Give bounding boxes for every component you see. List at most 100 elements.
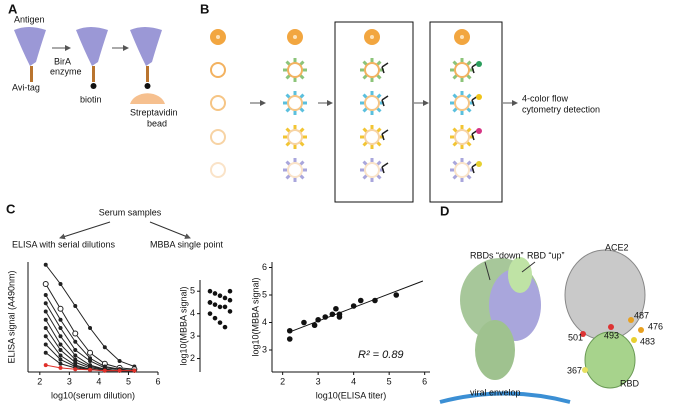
label: ACE2 bbox=[605, 242, 629, 252]
label: BirA bbox=[54, 56, 71, 66]
point bbox=[132, 368, 137, 373]
x-axis-label: log10(serum dilution) bbox=[51, 390, 135, 400]
panel-label: C bbox=[6, 201, 16, 216]
point bbox=[58, 348, 63, 352]
label: Antigen bbox=[14, 14, 45, 24]
residue: 367 bbox=[567, 365, 582, 375]
x-tick-label: 2 bbox=[37, 376, 42, 386]
label: ELISA with serial dilutions bbox=[12, 239, 116, 249]
panel-label: A bbox=[8, 1, 18, 16]
fluor bbox=[476, 94, 482, 100]
point bbox=[58, 326, 63, 330]
point bbox=[102, 345, 107, 350]
point bbox=[357, 297, 364, 304]
point bbox=[43, 262, 48, 267]
pointer bbox=[484, 261, 491, 281]
bead bbox=[287, 62, 303, 78]
label: bead bbox=[147, 118, 167, 128]
label: viral envelop bbox=[470, 387, 521, 397]
point bbox=[58, 357, 63, 362]
point bbox=[57, 305, 64, 312]
point bbox=[58, 317, 63, 322]
point bbox=[58, 353, 63, 358]
antibody bbox=[381, 129, 389, 141]
y-axis-label: ELISA signal (A490nm) bbox=[6, 270, 16, 363]
charts: 2 3 4 5 6 log10(serum dilution) ELISA signal (… bbox=[6, 262, 430, 400]
antibody bbox=[381, 62, 389, 74]
y-tick-label: 5 bbox=[190, 286, 195, 296]
point bbox=[73, 339, 78, 344]
label: RBD “up” bbox=[527, 250, 565, 260]
point bbox=[58, 365, 63, 370]
point bbox=[88, 367, 93, 372]
bead bbox=[210, 62, 226, 78]
bead bbox=[364, 95, 380, 111]
point bbox=[43, 350, 48, 355]
point bbox=[217, 304, 223, 310]
point bbox=[336, 314, 343, 320]
label: cytometry detection bbox=[522, 104, 600, 114]
point bbox=[43, 342, 48, 347]
x-axis-label: log10(ELISA titer) bbox=[316, 390, 387, 400]
bead bbox=[364, 129, 380, 145]
point bbox=[87, 349, 94, 356]
point bbox=[207, 311, 213, 316]
y-axis-label: log10(MBBA signal) bbox=[250, 277, 260, 356]
point bbox=[227, 288, 233, 294]
bead bbox=[287, 129, 303, 145]
panel-label: D bbox=[440, 203, 449, 218]
point bbox=[58, 342, 63, 347]
point bbox=[311, 322, 318, 329]
label: biotin bbox=[80, 94, 102, 104]
y-axis-label: log10(MBBA signal) bbox=[178, 286, 188, 365]
label: Serum samples bbox=[99, 207, 162, 217]
residue: 493 bbox=[604, 330, 619, 340]
annotation: R² = 0.89 bbox=[358, 349, 404, 361]
spike-structure bbox=[439, 257, 571, 404]
y-tick-label: 2 bbox=[190, 353, 195, 363]
fit-line bbox=[289, 280, 424, 333]
residue: 487 bbox=[634, 310, 649, 320]
point bbox=[212, 315, 218, 321]
arrow bbox=[149, 221, 191, 239]
tube-box bbox=[429, 21, 503, 203]
point bbox=[43, 326, 48, 330]
panel-label: B bbox=[200, 1, 209, 16]
bead bbox=[454, 95, 470, 111]
point bbox=[88, 359, 93, 363]
point bbox=[43, 309, 48, 314]
x-tick-label: 6 bbox=[422, 376, 427, 386]
point bbox=[301, 319, 307, 326]
x-tick-label: 3 bbox=[316, 376, 321, 386]
bead bbox=[210, 95, 226, 111]
point bbox=[42, 281, 49, 287]
label: RBD bbox=[620, 378, 640, 388]
x-tick-label: 5 bbox=[387, 376, 392, 386]
arrow bbox=[59, 221, 111, 240]
y-tick-label: 3 bbox=[262, 344, 267, 354]
residue: 501 bbox=[568, 332, 583, 342]
point bbox=[58, 361, 63, 366]
bead bbox=[364, 162, 380, 178]
residue: 483 bbox=[640, 336, 655, 346]
antibody bbox=[381, 95, 389, 107]
point bbox=[58, 282, 63, 286]
residue: 476 bbox=[648, 321, 663, 331]
point bbox=[207, 288, 213, 294]
point bbox=[73, 353, 78, 358]
bead-core bbox=[370, 35, 374, 39]
label: RBDs “down” bbox=[470, 250, 524, 260]
point bbox=[117, 359, 122, 363]
fluor bbox=[476, 161, 482, 167]
point bbox=[72, 330, 79, 337]
bead bbox=[287, 162, 303, 178]
label: Avi-tag bbox=[12, 82, 40, 92]
point bbox=[73, 304, 78, 308]
bead bbox=[210, 162, 226, 178]
x-tick-label: 3 bbox=[67, 376, 72, 386]
point bbox=[333, 305, 339, 312]
label: 4-color flow bbox=[522, 93, 569, 103]
point bbox=[222, 295, 228, 301]
point bbox=[117, 368, 122, 373]
